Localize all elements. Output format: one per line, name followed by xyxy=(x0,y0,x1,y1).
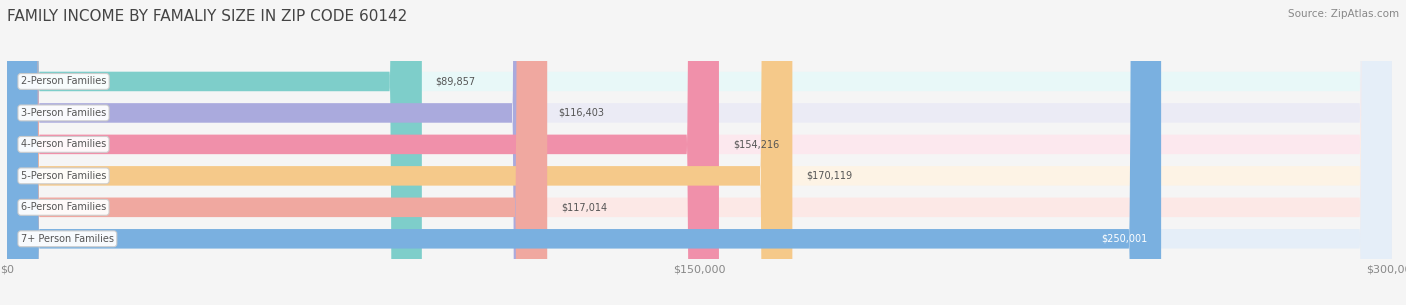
FancyBboxPatch shape xyxy=(7,0,1392,305)
FancyBboxPatch shape xyxy=(7,0,718,305)
Text: 2-Person Families: 2-Person Families xyxy=(21,77,107,86)
FancyBboxPatch shape xyxy=(7,0,793,305)
FancyBboxPatch shape xyxy=(7,0,1392,305)
FancyBboxPatch shape xyxy=(7,0,1392,305)
Text: 3-Person Families: 3-Person Families xyxy=(21,108,105,118)
Text: $154,216: $154,216 xyxy=(733,139,779,149)
Text: $250,001: $250,001 xyxy=(1101,234,1147,244)
FancyBboxPatch shape xyxy=(7,0,544,305)
FancyBboxPatch shape xyxy=(7,0,422,305)
FancyBboxPatch shape xyxy=(7,0,1392,305)
Text: Source: ZipAtlas.com: Source: ZipAtlas.com xyxy=(1288,9,1399,19)
FancyBboxPatch shape xyxy=(7,0,1161,305)
Text: FAMILY INCOME BY FAMALIY SIZE IN ZIP CODE 60142: FAMILY INCOME BY FAMALIY SIZE IN ZIP COD… xyxy=(7,9,408,24)
FancyBboxPatch shape xyxy=(7,0,1392,305)
Text: $89,857: $89,857 xyxy=(436,77,475,86)
Text: 4-Person Families: 4-Person Families xyxy=(21,139,105,149)
Text: 5-Person Families: 5-Person Families xyxy=(21,171,107,181)
Text: $170,119: $170,119 xyxy=(806,171,852,181)
FancyBboxPatch shape xyxy=(7,0,547,305)
Text: 6-Person Families: 6-Person Families xyxy=(21,202,105,212)
FancyBboxPatch shape xyxy=(7,0,1392,305)
Text: $116,403: $116,403 xyxy=(558,108,605,118)
Text: 7+ Person Families: 7+ Person Families xyxy=(21,234,114,244)
Text: $117,014: $117,014 xyxy=(561,202,607,212)
